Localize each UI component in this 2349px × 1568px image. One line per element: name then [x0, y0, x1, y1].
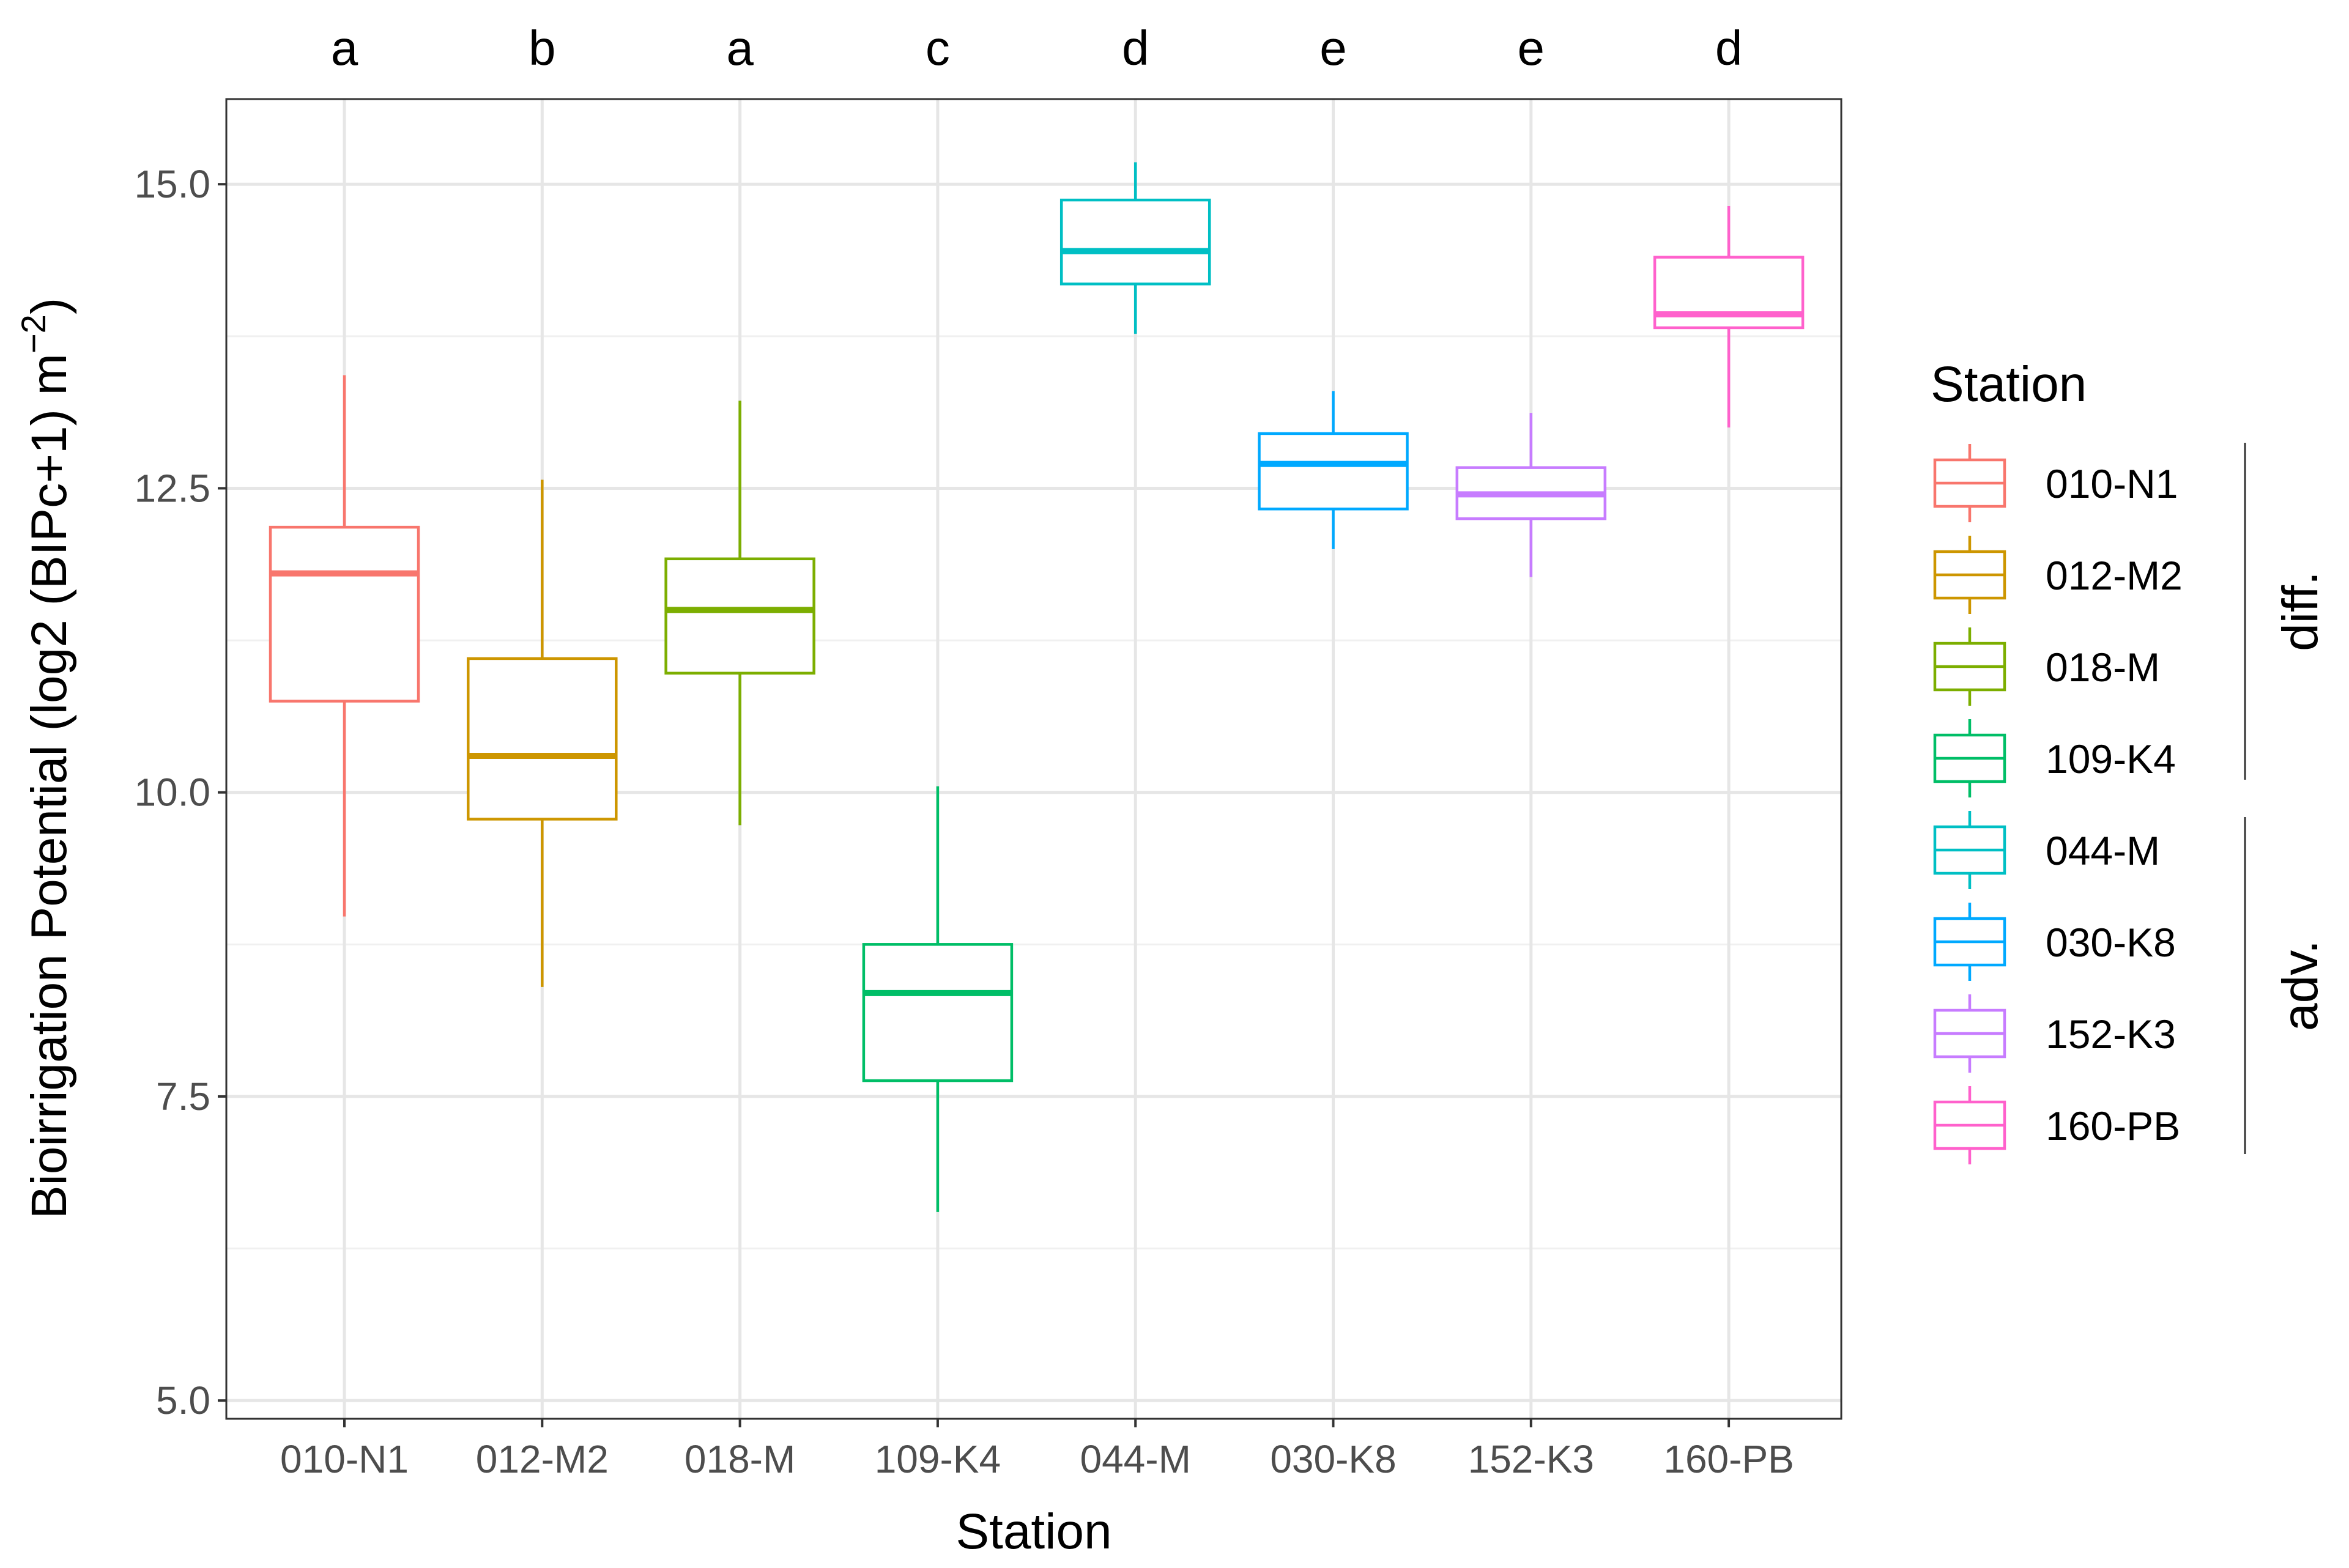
x-axis-title: Station	[956, 1504, 1111, 1559]
legend-group-annotations: diff. adv.	[2244, 443, 2328, 1154]
group-letter: e	[1518, 21, 1545, 75]
legend-item-044-M: 044-M	[1933, 811, 2160, 889]
group-letter: c	[926, 21, 950, 75]
x-tick-label: 152-K3	[1468, 1437, 1594, 1481]
box-iqr	[1258, 432, 1409, 511]
legend-group-label: diff.	[2273, 571, 2328, 651]
y-tick-label: 10.0	[134, 771, 210, 815]
legend-item-030-K8: 030-K8	[1933, 903, 2176, 981]
box-012-M2	[467, 479, 618, 987]
legend-item-012-M2: 012-M2	[1933, 536, 2183, 614]
legend: 010-N1 012-M2 018-M 109-K4 044-M 030-K8 152-K3…	[1933, 444, 2183, 1164]
group-letter: a	[726, 21, 754, 75]
x-tick-label: 044-M	[1080, 1437, 1190, 1481]
legend-label: 109-K4	[2046, 736, 2176, 782]
x-tick-label: 160-PB	[1663, 1437, 1794, 1481]
y-tick-label: 12.5	[134, 466, 210, 510]
legend-group-label: adv.	[2273, 940, 2328, 1031]
legend-item-018-M: 018-M	[1933, 627, 2160, 706]
group-letter: d	[1122, 21, 1149, 75]
boxes	[269, 162, 1805, 1212]
legend-item-010-N1: 010-N1	[1933, 444, 2178, 522]
group-letter: e	[1319, 21, 1347, 75]
box-iqr	[269, 525, 420, 703]
legend-item-109-K4: 109-K4	[1933, 719, 2176, 797]
box-iqr	[1059, 198, 1211, 286]
x-tick-label: 012-M2	[476, 1437, 609, 1481]
box-152-K3	[1455, 413, 1607, 577]
legend-label: 030-K8	[2046, 920, 2176, 965]
legend-item-160-PB: 160-PB	[1933, 1086, 2180, 1164]
box-030-K8	[1258, 391, 1409, 549]
legend-label: 152-K3	[2046, 1011, 2176, 1057]
legend-label: 018-M	[2046, 645, 2160, 690]
y-axis-title-close: )	[21, 298, 77, 314]
group-letter: a	[331, 21, 358, 75]
box-018-M	[664, 401, 815, 826]
legend-item-152-K3: 152-K3	[1933, 994, 2176, 1073]
x-tick-label: 018-M	[685, 1437, 795, 1481]
x-tick-label: 030-K8	[1270, 1437, 1396, 1481]
box-010-N1	[269, 375, 420, 917]
box-109-K4	[862, 786, 1014, 1212]
y-tick-label: 15.0	[134, 162, 210, 206]
y-tick-label: 7.5	[156, 1074, 210, 1119]
y-axis-title: Bioirrigation Potential (log2 (BIPc+1) m…	[14, 298, 77, 1219]
x-tick-label: 010-N1	[280, 1437, 409, 1481]
legend-title: Station	[1931, 357, 2087, 412]
legend-label: 044-M	[2046, 828, 2160, 873]
group-letter: b	[529, 21, 556, 75]
box-iqr	[862, 943, 1014, 1082]
box-iqr	[467, 657, 618, 821]
box-iqr	[664, 557, 815, 675]
plot-panel-border	[225, 98, 1842, 1420]
y-axis-title-main: Bioirrigation Potential (log2 (BIPc+1) m	[21, 353, 77, 1219]
group-letter: d	[1715, 21, 1743, 75]
box-160-PB	[1653, 206, 1805, 428]
box-044-M	[1059, 162, 1211, 334]
legend-label: 160-PB	[2046, 1103, 2180, 1148]
y-tick-label: 5.0	[156, 1378, 210, 1422]
legend-label: 010-N1	[2046, 461, 2178, 506]
x-tick-label: 109-K4	[875, 1437, 1001, 1481]
axes: 5.0 7.5 10.0 12.5 15.0 010-N1 012-M2 018-M 109-K…	[134, 162, 1794, 1481]
legend-label: 012-M2	[2046, 553, 2183, 598]
y-axis-title-superscript: −2	[14, 314, 53, 353]
